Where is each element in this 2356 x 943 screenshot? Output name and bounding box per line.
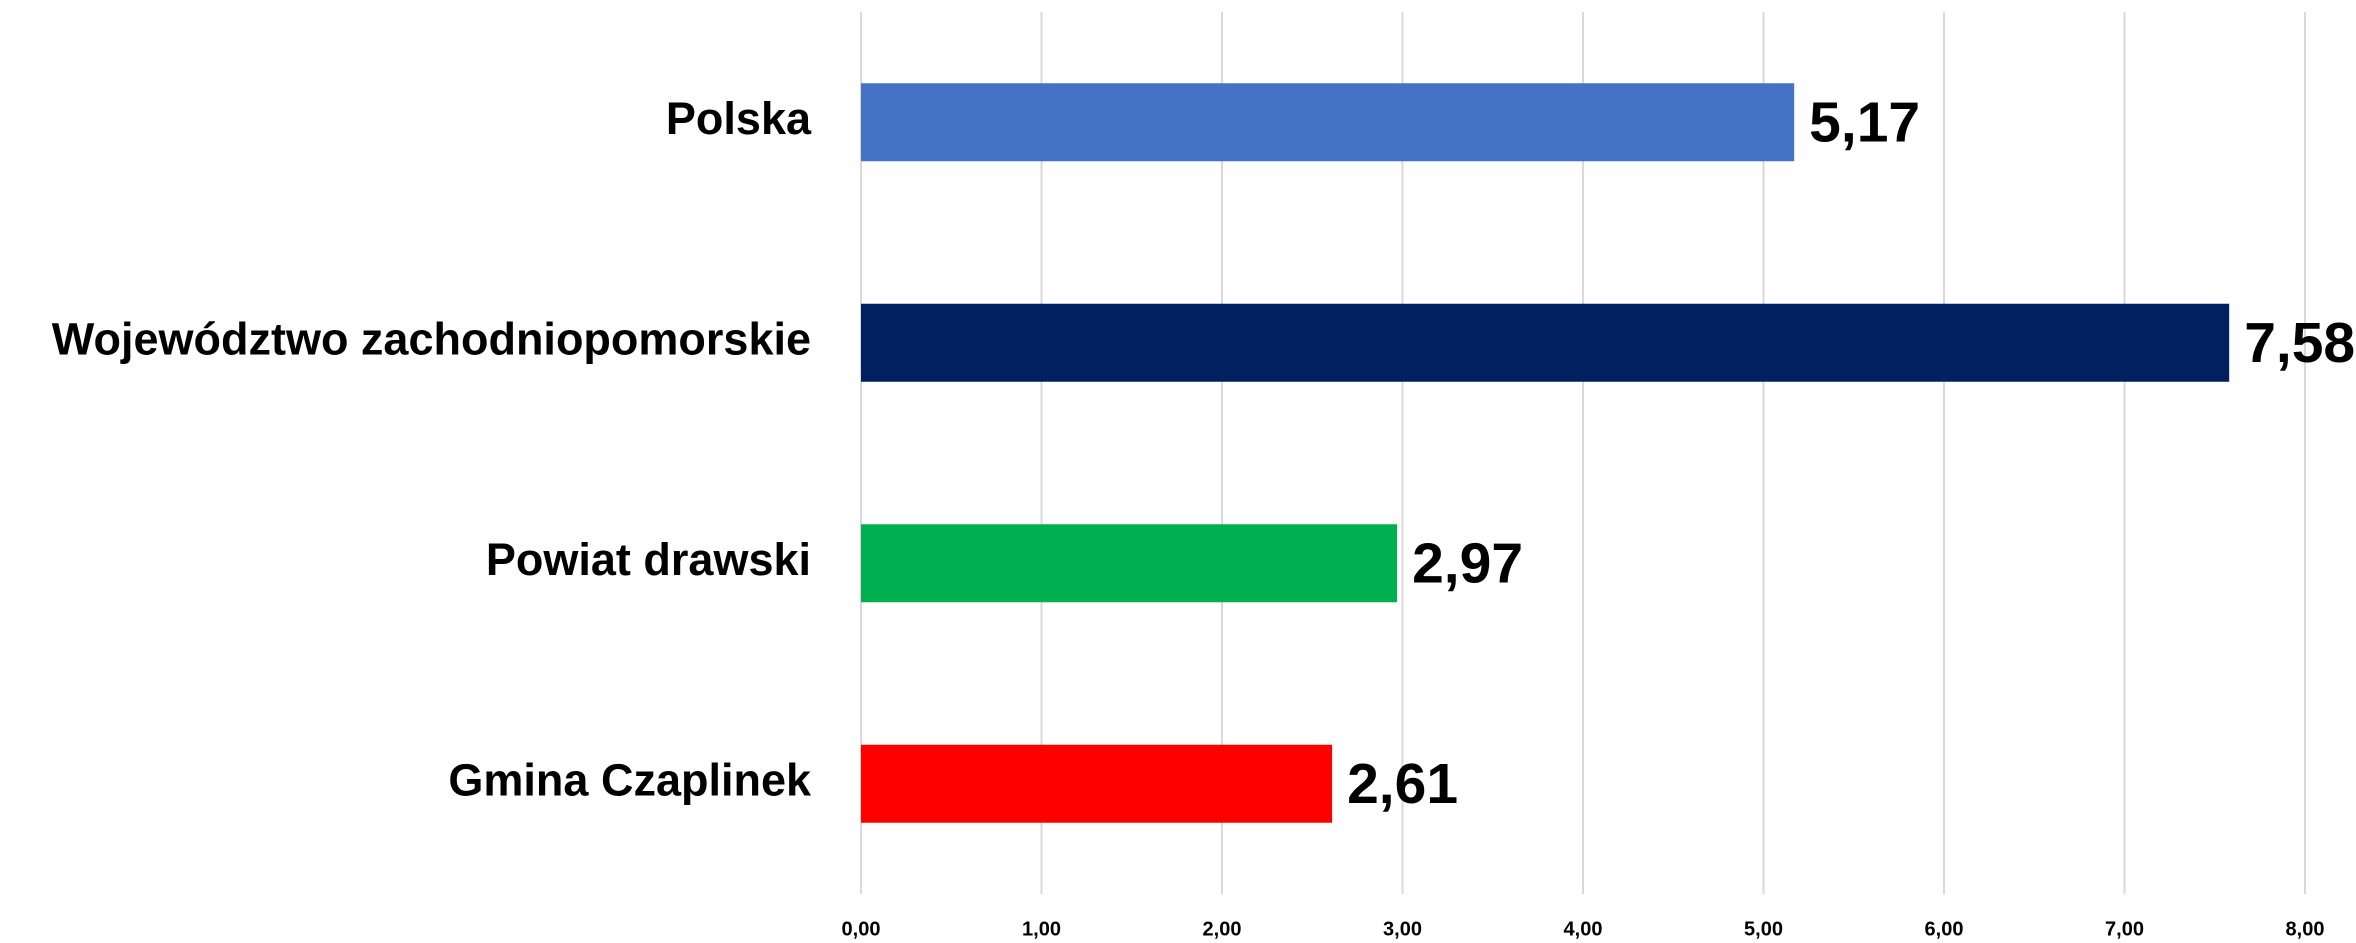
x-tick-label: 3,00 (1383, 918, 1422, 940)
y-tick-label: Gmina Czaplinek (448, 755, 812, 806)
x-tick-label: 0,00 (842, 918, 881, 940)
value-label: 7,58 (2244, 311, 2355, 375)
bar (861, 524, 1398, 603)
value-label: 2,61 (1347, 752, 1458, 816)
x-tick-label: 5,00 (1744, 918, 1783, 940)
x-tick-label: 4,00 (1564, 918, 1603, 940)
x-tick-label: 7,00 (2105, 918, 2144, 940)
y-tick-label: Powiat drawski (486, 534, 811, 585)
value-label: 5,17 (1809, 90, 1920, 154)
x-tick-label: 6,00 (1925, 918, 1964, 940)
bar (861, 303, 2230, 382)
x-tick-label: 8,00 (2286, 918, 2325, 940)
y-tick-label: Polska (666, 93, 812, 144)
x-tick-label: 2,00 (1203, 918, 1242, 940)
bar (861, 744, 1333, 823)
bar (861, 83, 1795, 162)
y-tick-label: Województwo zachodniopomorskie (52, 314, 811, 365)
value-label: 2,97 (1412, 531, 1523, 595)
x-tick-label: 1,00 (1022, 918, 1061, 940)
